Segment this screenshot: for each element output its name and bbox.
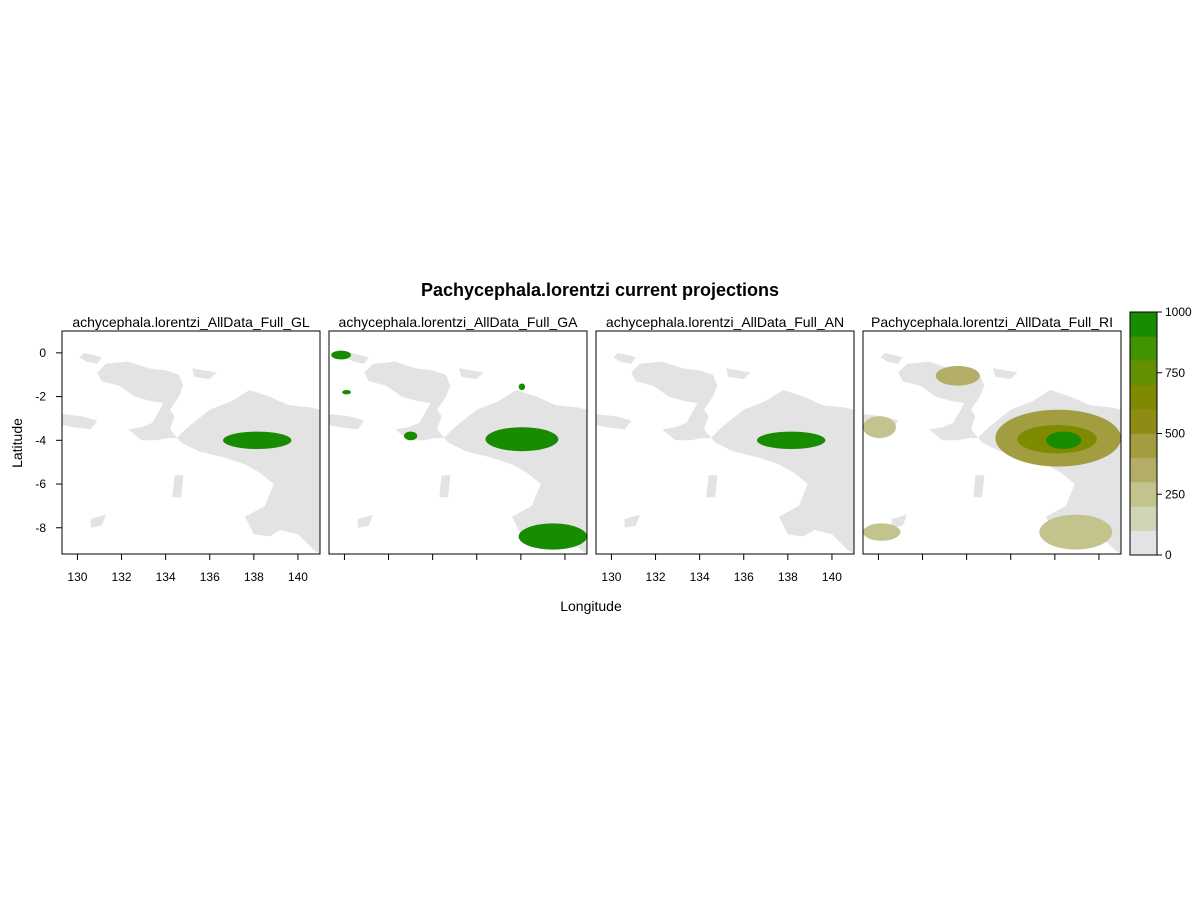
x-axis-label: Longitude: [560, 598, 622, 614]
colorbar-bin: [1130, 312, 1157, 337]
suitability-patch: [404, 431, 418, 441]
suitability-patch: [1046, 431, 1082, 449]
suitability-patch: [863, 416, 896, 439]
land-polygon: [624, 514, 641, 528]
x-tick-label: 138: [778, 570, 798, 584]
y-axis-label: Latitude: [9, 418, 25, 468]
land-polygon: [459, 368, 484, 380]
suitability-patch: [1039, 514, 1113, 550]
map-panel-2: achycephala.lorentzi_AllData_Full_GA: [328, 314, 588, 560]
x-tick-label: 138: [244, 570, 264, 584]
land-polygon: [726, 368, 751, 380]
map-panel-4: Pachycephala.lorentzi_AllData_Full_RI: [862, 314, 1122, 560]
x-tick-label: 132: [112, 570, 132, 584]
x-tick-label: 134: [690, 570, 710, 584]
land-polygon: [97, 361, 320, 554]
land-polygon: [706, 475, 718, 498]
suitability-patch: [518, 523, 587, 550]
suitability-patch: [485, 427, 559, 452]
suitability-patch: [331, 350, 351, 360]
land-polygon: [631, 361, 854, 554]
x-tick-label: 140: [288, 570, 308, 584]
panel-frame: [328, 330, 588, 555]
land-polygon: [346, 352, 369, 364]
map-layer: [863, 352, 1121, 554]
colorbar-bin: [1130, 530, 1157, 556]
suitability-patch: [342, 390, 351, 395]
colorbar-bin: [1130, 409, 1157, 434]
x-tick-label: 134: [156, 570, 176, 584]
land-polygon: [613, 352, 636, 364]
x-tick-label: 130: [601, 570, 621, 584]
y-tick-label: -6: [35, 477, 46, 491]
suitability-patch: [757, 431, 826, 449]
panels: achycephala.lorentzi_AllData_Full_GL 130 1…: [35, 314, 1122, 584]
colorbar-bin: [1130, 506, 1157, 531]
x-tick-label: 132: [646, 570, 666, 584]
colorbar-tick-label: 250: [1165, 487, 1185, 501]
colorbar-tick-label: 500: [1165, 427, 1185, 441]
colorbar-bin: [1130, 433, 1157, 459]
land-polygon: [172, 475, 184, 498]
chart-title: Pachycephala.lorentzi current projection…: [421, 280, 779, 300]
colorbar-bin: [1130, 360, 1157, 386]
map-panel-3: achycephala.lorentzi_AllData_Full_AN 130 1…: [595, 314, 855, 584]
land-polygon: [898, 361, 1121, 554]
y-tick-label: -2: [35, 390, 46, 404]
panel-title: achycephala.lorentzi_AllData_Full_GA: [339, 314, 579, 330]
suitability-patch: [935, 366, 980, 386]
x-tick-label: 140: [822, 570, 842, 584]
panel-frame: [862, 330, 1122, 555]
land-polygon: [357, 514, 374, 528]
colorbar: 0 250 500 750 1000: [1129, 305, 1192, 562]
land-polygon: [192, 368, 217, 380]
panel-frame: [61, 330, 321, 555]
panel-title: Pachycephala.lorentzi_AllData_Full_RI: [871, 314, 1113, 330]
colorbar-tick-label: 0: [1165, 548, 1172, 562]
land-polygon: [62, 414, 98, 430]
suitability-patch: [223, 431, 292, 449]
colorbar-tick-label: 750: [1165, 366, 1185, 380]
colorbar-bin: [1130, 457, 1157, 483]
panel-frame: [595, 330, 855, 555]
panel-title: achycephala.lorentzi_AllData_Full_GL: [72, 314, 310, 330]
panel-title: achycephala.lorentzi_AllData_Full_AN: [606, 314, 844, 330]
land-polygon: [79, 352, 102, 364]
x-tick-label: 136: [734, 570, 754, 584]
y-tick-label: -4: [35, 433, 46, 447]
land-polygon: [973, 475, 985, 498]
land-polygon: [439, 475, 451, 498]
map-panel-1: achycephala.lorentzi_AllData_Full_GL 130 1…: [35, 314, 321, 584]
land-polygon: [993, 368, 1018, 380]
land-polygon: [596, 414, 632, 430]
colorbar-tick-label: 1000: [1165, 305, 1192, 319]
colorbar-bin: [1130, 384, 1157, 410]
y-tick-label: -8: [35, 521, 46, 535]
map-layer: [329, 350, 587, 554]
suitability-patch: [518, 383, 526, 391]
colorbar-bin: [1130, 336, 1157, 361]
map-layer: [596, 352, 854, 554]
y-tick-label: 0: [39, 346, 46, 360]
land-polygon: [880, 352, 903, 364]
x-tick-label: 136: [200, 570, 220, 584]
x-tick-label: 130: [67, 570, 87, 584]
map-layer: [62, 352, 320, 554]
land-polygon: [90, 514, 107, 528]
land-polygon: [329, 414, 365, 430]
land-polygon: [891, 514, 908, 528]
suitability-patch: [863, 523, 901, 541]
land-polygon: [364, 361, 587, 554]
colorbar-bin: [1130, 482, 1157, 507]
